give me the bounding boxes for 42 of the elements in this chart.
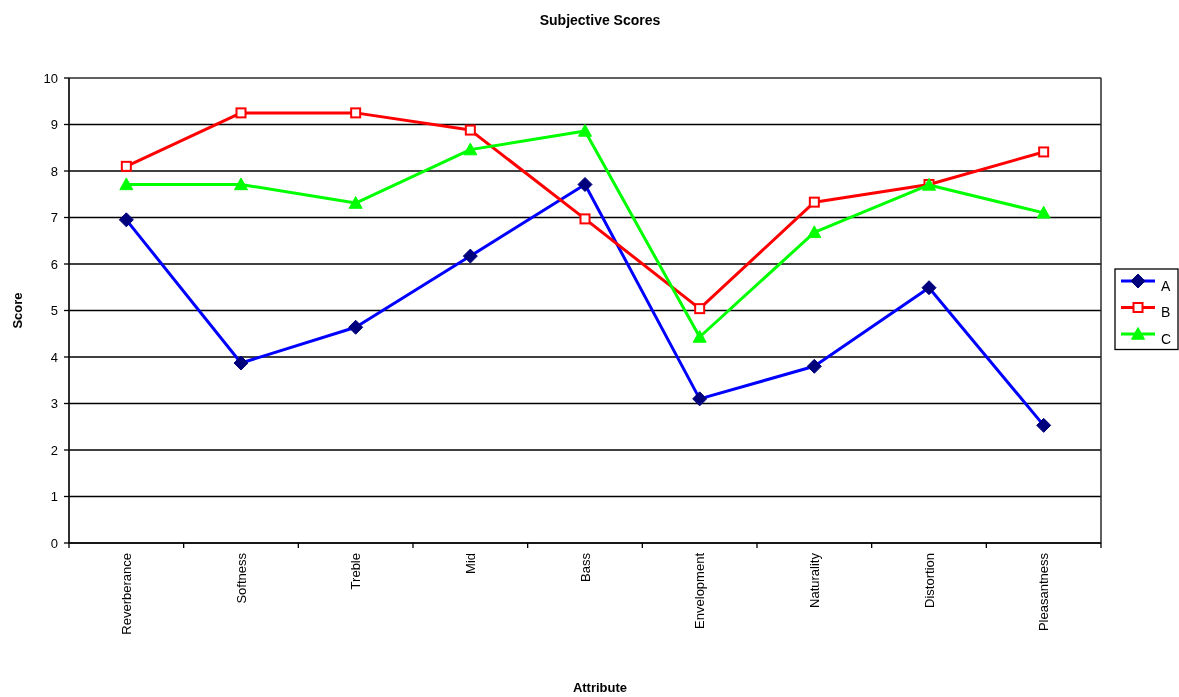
- y-tick-label: 3: [50, 396, 58, 412]
- legend-label: A: [1161, 277, 1171, 294]
- chart-title: Subjective Scores: [539, 12, 661, 28]
- y-tick-label: 9: [50, 117, 58, 133]
- point: [350, 107, 362, 119]
- point: [808, 196, 820, 208]
- y-tick-label: 7: [50, 210, 58, 226]
- x-axis-title: Attribute: [572, 680, 628, 695]
- y-tick-label: 10: [43, 70, 58, 86]
- y-tick-label: 4: [50, 349, 58, 365]
- x-tick-label: Mid: [462, 553, 478, 574]
- point: [464, 124, 476, 136]
- y-tick-label: 8: [50, 163, 58, 179]
- x-tick-label: Treble: [348, 553, 364, 590]
- y-tick-label: 1: [50, 489, 58, 505]
- point: [1038, 146, 1050, 158]
- y-axis-title: Score: [10, 292, 25, 329]
- x-tick-label: Envelopment: [692, 552, 708, 629]
- x-tick-label: Naturality: [806, 552, 822, 608]
- y-tick-label: 6: [50, 256, 58, 272]
- y-tick-label: 5: [50, 303, 58, 319]
- x-tick-label: Reverberance: [118, 553, 134, 635]
- point: [119, 177, 134, 191]
- y-tick-label: 0: [50, 535, 58, 551]
- point: [578, 124, 592, 137]
- point: [235, 107, 247, 119]
- point: [120, 160, 132, 172]
- point: [692, 330, 707, 343]
- point: [348, 196, 363, 209]
- x-tick-label: Pleasantness: [1036, 552, 1052, 632]
- x-tick-label: Bass: [577, 552, 593, 582]
- x-tick-label: Softness: [233, 552, 249, 604]
- point: [579, 213, 591, 225]
- legend-label: C: [1161, 330, 1172, 347]
- point: [807, 225, 822, 239]
- point: [463, 142, 478, 156]
- legend-label: B: [1161, 304, 1171, 321]
- point: [234, 177, 248, 191]
- x-tick-label: Distortion: [921, 553, 937, 608]
- point: [694, 303, 706, 315]
- y-tick-label: 2: [50, 442, 58, 458]
- point: [1036, 205, 1051, 219]
